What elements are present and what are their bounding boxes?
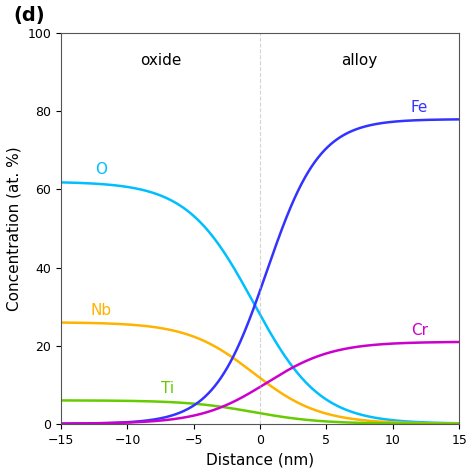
- Text: O: O: [95, 163, 107, 177]
- Text: oxide: oxide: [140, 53, 181, 68]
- Text: Nb: Nb: [91, 303, 111, 318]
- X-axis label: Distance (nm): Distance (nm): [206, 452, 314, 467]
- Text: Ti: Ti: [161, 381, 174, 396]
- Text: alloy: alloy: [341, 53, 378, 68]
- Text: Cr: Cr: [411, 322, 428, 337]
- Text: (d): (d): [13, 7, 45, 26]
- Y-axis label: Concentration (at. %): Concentration (at. %): [7, 146, 22, 311]
- Text: Fe: Fe: [410, 100, 428, 115]
